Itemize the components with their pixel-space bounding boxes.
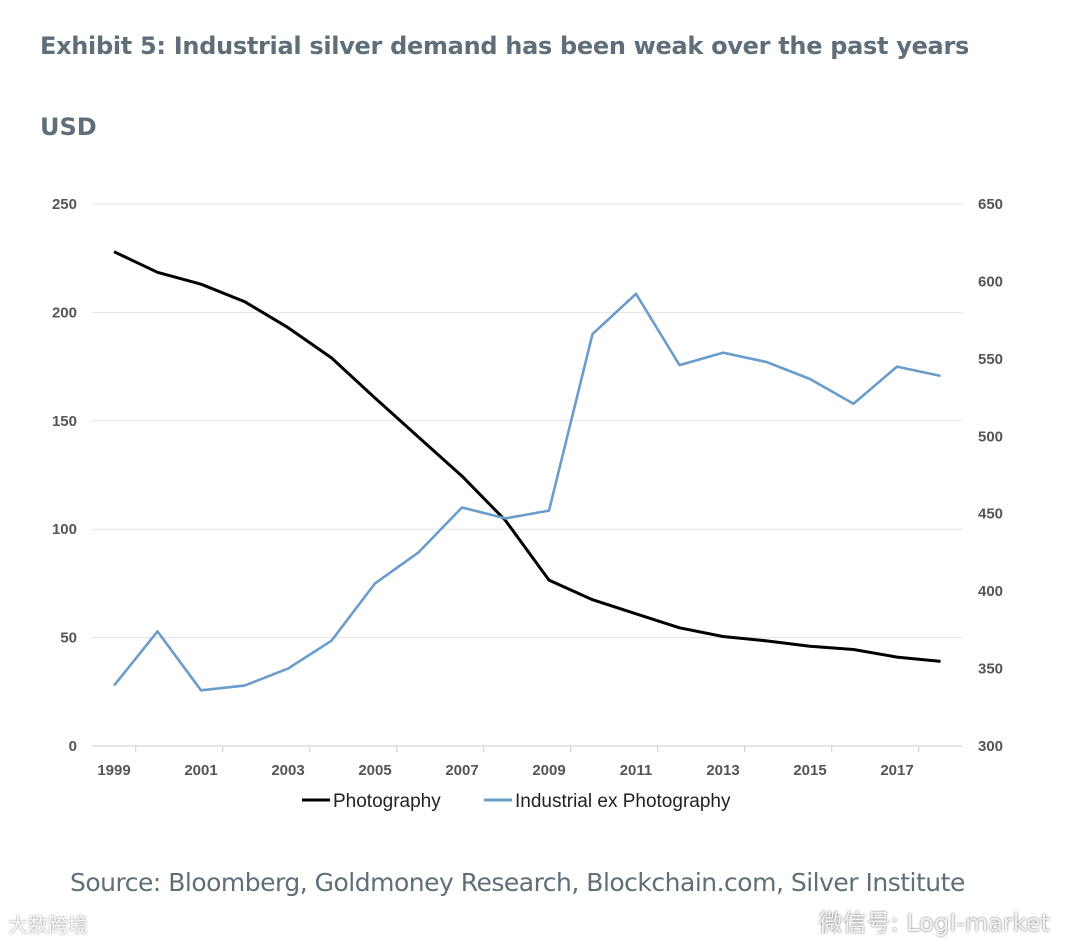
y-tick-label: 200 (52, 304, 77, 321)
y2-tick-label: 450 (978, 506, 1003, 523)
x-tick-label: 2005 (358, 762, 391, 779)
x-tick-label: 2003 (271, 762, 304, 779)
x-tick-label: 2009 (532, 762, 565, 779)
brand-watermark: 大数跨境 (8, 913, 88, 937)
y2-tick-label: 550 (978, 351, 1003, 368)
x-tick-label: 2011 (620, 762, 653, 779)
chart-title: Exhibit 5: Industrial silver demand has … (40, 32, 969, 60)
y2-tick-label: 300 (978, 738, 1003, 755)
x-tick-label: 1999 (97, 762, 130, 779)
series-line-industrial-ex-photography (112, 292, 941, 692)
x-tick-label: 2015 (793, 762, 826, 779)
y-tick-label: 50 (60, 630, 77, 647)
y2-tick-label: 600 (978, 273, 1003, 290)
x-tick-label: 2017 (880, 762, 913, 779)
series-line-photography (113, 250, 941, 663)
source-note: Source: Bloomberg, Goldmoney Research, B… (70, 868, 965, 897)
y2-tick-label: 500 (978, 428, 1003, 445)
y2-tick-label: 650 (978, 196, 1003, 213)
y2-tick-label: 350 (978, 661, 1003, 678)
legend-label: Photography (333, 791, 441, 812)
legend-label: Industrial ex Photography (515, 791, 731, 812)
y-tick-label: 250 (52, 196, 77, 213)
y2-tick-label: 400 (978, 583, 1003, 600)
y-tick-label: 150 (52, 413, 77, 430)
x-tick-label: 2007 (445, 762, 478, 779)
y-tick-label: 100 (52, 521, 77, 538)
x-tick-label: 2001 (184, 762, 217, 779)
x-tick-label: 2013 (706, 762, 739, 779)
y-tick-label: 0 (69, 738, 77, 755)
wechat-watermark: 微信号: LogI-market (818, 909, 1051, 937)
y-axis-label: USD (40, 113, 97, 141)
